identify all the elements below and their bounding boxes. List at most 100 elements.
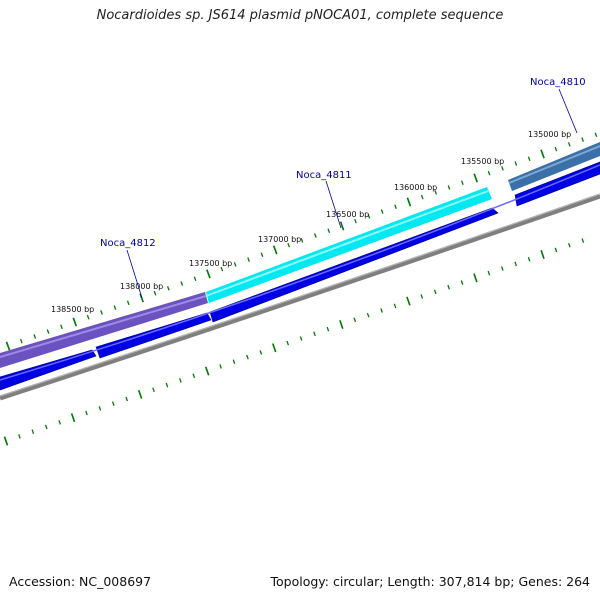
tick-label-136500: 136500 bp xyxy=(326,210,369,219)
backbone-arc xyxy=(0,193,600,401)
outer-tick xyxy=(420,194,424,200)
inner-tick xyxy=(259,350,263,355)
outer-tick xyxy=(567,142,571,147)
inner-tick xyxy=(85,410,88,416)
cds-track xyxy=(0,161,600,391)
inner-tick xyxy=(246,354,249,360)
outer-tick xyxy=(406,197,412,207)
gene-feature-noca-4810[interactable] xyxy=(508,142,600,191)
outer-tick xyxy=(166,286,170,291)
inner-tick xyxy=(286,340,290,346)
cds-arrow-2[interactable] xyxy=(95,312,212,359)
outer-tick xyxy=(447,185,451,190)
outer-tick xyxy=(113,305,117,310)
inner-tick xyxy=(581,238,585,243)
inner-tick xyxy=(366,312,370,318)
outer-tick xyxy=(434,190,438,195)
outer-tick xyxy=(60,324,63,330)
outer-tick-row xyxy=(5,132,598,351)
leader-line-noca-4812 xyxy=(126,249,143,299)
outer-tick xyxy=(354,218,357,224)
cds-arrow-3[interactable] xyxy=(209,207,499,323)
sequence-summary: Topology: circular; Length: 307,814 bp; … xyxy=(270,574,591,589)
outer-tick xyxy=(581,137,585,142)
outer-tick xyxy=(394,204,397,210)
inner-tick xyxy=(125,396,129,402)
inner-tick-row xyxy=(3,238,585,446)
gene-feature-noca-4811[interactable] xyxy=(206,187,492,303)
tick-label-136000: 136000 bp xyxy=(394,183,437,192)
inner-tick xyxy=(420,294,424,299)
inner-tick xyxy=(3,436,9,446)
outer-tick xyxy=(473,173,478,183)
inner-tick xyxy=(219,364,222,369)
inner-tick xyxy=(353,317,357,323)
outer-tick xyxy=(540,149,545,159)
gene-feature-noca-4810-shine xyxy=(508,145,600,184)
inner-tick xyxy=(487,270,491,276)
inner-tick xyxy=(406,296,411,306)
inner-tick xyxy=(18,434,21,439)
outer-tick xyxy=(554,146,558,152)
gene-label-noca-4810[interactable]: Noca_4810 xyxy=(530,77,586,88)
inner-tick xyxy=(272,343,277,353)
inner-tick xyxy=(540,250,545,260)
inner-tick xyxy=(500,266,504,271)
inner-tick xyxy=(98,406,102,411)
outer-tick xyxy=(514,161,518,166)
leader-line-noca-4810 xyxy=(558,88,578,134)
outer-tick xyxy=(100,310,103,315)
tick-label-137500: 137500 bp xyxy=(189,259,232,268)
outer-tick xyxy=(5,341,11,351)
accession-label: Accession: NC_008697 xyxy=(9,574,152,589)
outer-tick xyxy=(46,329,50,334)
inner-tick xyxy=(137,389,143,399)
outer-tick xyxy=(272,245,278,255)
outer-tick xyxy=(220,266,224,272)
inner-tick xyxy=(58,420,62,425)
inner-tick xyxy=(433,289,437,295)
outer-tick xyxy=(287,242,291,248)
gene-features xyxy=(0,142,600,368)
outer-tick xyxy=(33,334,37,339)
outer-tick xyxy=(233,262,237,267)
inner-tick xyxy=(70,413,76,423)
outer-tick xyxy=(126,300,130,306)
outer-tick xyxy=(153,290,157,296)
inner-tick xyxy=(326,326,330,332)
inner-tick xyxy=(192,373,196,379)
outer-tick xyxy=(339,221,345,231)
cds-arrow-1[interactable] xyxy=(0,349,97,391)
inner-tick xyxy=(204,366,210,376)
gene-label-noca-4812[interactable]: Noca_4812 xyxy=(100,238,156,249)
inner-tick xyxy=(527,256,531,262)
inner-tick xyxy=(232,359,236,365)
outer-tick xyxy=(313,233,317,238)
backbone-arc-highlight xyxy=(0,193,600,397)
leader-line-noca-4811 xyxy=(325,180,342,229)
page-title: Nocardioides sp. JS614 plasmid pNOCA01, … xyxy=(96,8,504,23)
inner-tick xyxy=(460,280,464,285)
inner-tick xyxy=(111,401,115,407)
inner-tick xyxy=(165,382,169,388)
gene-feature-noca-4811-shine xyxy=(205,190,489,297)
outer-tick xyxy=(594,132,598,138)
outer-tick xyxy=(72,317,78,327)
tick-label-138000: 138000 bp xyxy=(120,282,163,291)
inner-tick xyxy=(514,261,518,267)
inner-tick xyxy=(339,319,344,329)
tick-label-135500: 135500 bp xyxy=(461,157,504,166)
outer-tick xyxy=(487,170,491,176)
outer-tick xyxy=(206,269,211,279)
gene-label-noca-4811[interactable]: Noca_4811 xyxy=(296,170,352,181)
inner-tick xyxy=(380,308,383,313)
inner-tick xyxy=(299,336,303,341)
inner-tick xyxy=(31,429,35,435)
outer-tick xyxy=(460,180,464,186)
gene-labels: Noca_4810 Noca_4811 Noca_4812 xyxy=(100,77,586,299)
outer-tick xyxy=(86,314,90,320)
outer-tick xyxy=(180,281,184,286)
outer-tick xyxy=(247,257,250,262)
inner-tick xyxy=(313,331,316,337)
